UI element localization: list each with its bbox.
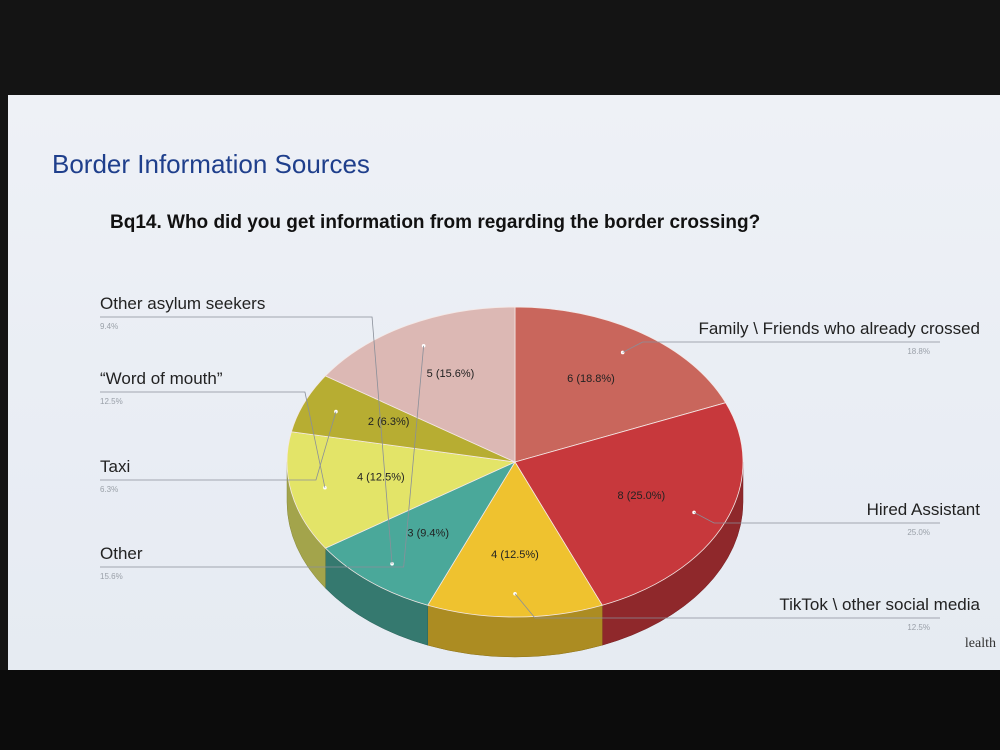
slice-data-label-1: 8 (25.0%) [618, 490, 666, 502]
slice-data-label-4: 4 (12.5%) [357, 472, 405, 484]
pie-slice-3 [324, 461, 517, 606]
pie-slice-2 [427, 461, 603, 618]
leader-line-2 [514, 593, 940, 619]
slice-data-label-3: 3 (9.4%) [407, 527, 449, 539]
slice-data-label-2: 4 (12.5%) [491, 549, 539, 561]
slice-category-label-3: Other asylum seekers [100, 294, 265, 313]
slice-category-label-2: TikTok \ other social media [779, 595, 980, 614]
slide-title: Border Information Sources [52, 149, 370, 179]
leader-line-6 [100, 345, 425, 568]
stage-floor [0, 670, 1000, 750]
slice-percent-label-4: 12.5% [100, 397, 123, 406]
slice-percent-label-6: 15.6% [100, 572, 123, 581]
leader-line-4 [100, 391, 326, 488]
slice-percent-label-1: 25.0% [907, 528, 930, 537]
slice-percent-label-0: 18.8% [907, 347, 930, 356]
pie-slice-1 [514, 402, 744, 606]
slice-category-label-1: Hired Assistant [867, 500, 981, 519]
chart-question: Bq14. Who did you get information from r… [110, 212, 761, 233]
leader-line-1 [693, 512, 940, 524]
slice-data-label-5: 2 (6.3%) [368, 416, 410, 428]
pie-slice-4 [286, 431, 517, 549]
slice-category-label-5: Taxi [100, 457, 130, 476]
footer-logo-text: lealth [964, 636, 996, 651]
slice-percent-label-5: 6.3% [100, 485, 118, 494]
leader-line-3 [100, 316, 393, 564]
slice-data-label-0: 6 (18.8%) [567, 373, 615, 385]
leader-line-5 [100, 411, 337, 481]
leader-dot-4 [323, 485, 327, 490]
slice-data-label-6: 5 (15.6%) [427, 368, 475, 380]
slice-percent-label-2: 12.5% [907, 623, 930, 632]
leader-dot-3 [390, 562, 394, 566]
leader-dot-0 [620, 350, 625, 355]
slice-category-label-4: “Word of mouth” [100, 369, 223, 388]
slice-category-label-0: Family \ Friends who already crossed [698, 319, 980, 338]
leader-line-0 [622, 341, 940, 353]
slice-category-label-6: Other [100, 544, 143, 563]
pie-slices [286, 306, 744, 618]
slice-percent-label-3: 9.4% [100, 322, 118, 331]
pie-slice-0 [514, 306, 727, 463]
pie-labels: 6 (18.8%) Family \ Friends who already cr… [100, 294, 981, 632]
